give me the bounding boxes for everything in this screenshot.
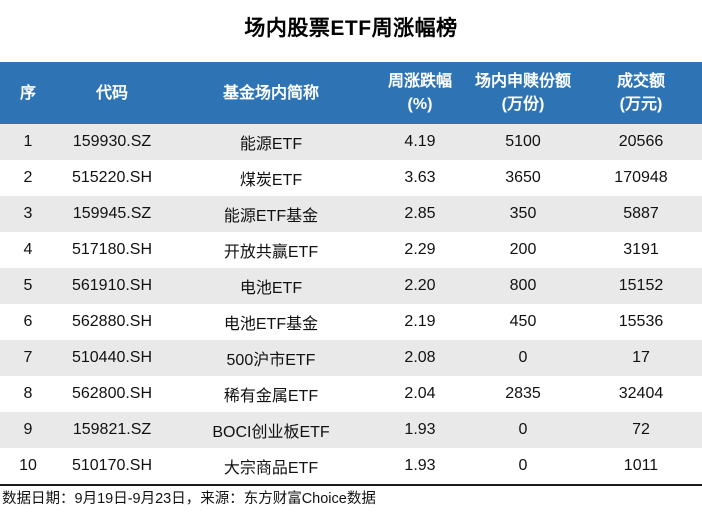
subscription-shares-cell: 5100 [505, 133, 541, 150]
col-header-subscription-shares: 场内申赎份额 (万份) [466, 62, 580, 124]
subscription-shares-cell: 0 [518, 421, 528, 438]
col-header-code: 代码 [56, 62, 168, 124]
subscription-shares-cell: 450 [509, 313, 537, 330]
weekly-change-cell: 4.19 [404, 133, 436, 150]
table-body: 1 159930.SZ 能源ETF 4.19 5100 20566 2 515220.SH 煤炭… [0, 124, 702, 484]
fund-name-cell: 稀有金属ETF [223, 388, 319, 405]
code-cell: 159821.SZ [72, 421, 152, 438]
weekly-change-cell: 3.63 [404, 169, 436, 186]
turnover-cell: 1011 [623, 457, 659, 474]
col-header-weekly-change-line2: (%) [407, 96, 433, 113]
subscription-shares-cell: 350 [509, 205, 537, 222]
fund-name-cell: 煤炭ETF [239, 172, 303, 189]
table-row: 8 562800.SH 稀有金属ETF 2.04 2835 32404 [0, 376, 702, 412]
col-header-turnover: 成交额 (万元) [580, 62, 702, 124]
turnover-cell: 5887 [623, 205, 659, 222]
code-cell: 159945.SZ [72, 205, 152, 222]
subscription-shares-cell: 800 [509, 277, 537, 294]
weekly-change-cell: 2.20 [404, 277, 436, 294]
turnover-cell: 15152 [618, 277, 664, 294]
weekly-change-cell: 1.93 [404, 421, 436, 438]
fund-name-cell: 500沪市ETF [226, 352, 316, 369]
etf-ranking-table: 序 代码 基金场内简称 周涨跌幅 (%) 场内申赎份额 (万份) [0, 62, 702, 484]
table-row: 1 159930.SZ 能源ETF 4.19 5100 20566 [0, 124, 702, 160]
table-row: 5 561910.SH 电池ETF 2.20 800 15152 [0, 268, 702, 304]
rank-cell: 7 [23, 349, 33, 366]
fund-name-cell: 能源ETF [239, 136, 303, 153]
col-header-fund-name-line1: 基金场内简称 [222, 84, 319, 102]
subscription-shares-cell: 3650 [505, 169, 541, 186]
table-row: 4 517180.SH 开放共赢ETF 2.29 200 3191 [0, 232, 702, 268]
code-cell: 510170.SH [71, 457, 153, 474]
weekly-change-cell: 1.93 [404, 457, 436, 474]
fund-name-cell: 电池ETF [239, 280, 303, 297]
col-header-turnover-line2: (万元) [619, 96, 663, 113]
weekly-change-cell: 2.85 [404, 205, 436, 222]
turnover-cell: 72 [632, 421, 650, 438]
turnover-cell: 3191 [623, 241, 659, 258]
turnover-cell: 17 [632, 349, 650, 366]
weekly-change-cell: 2.08 [404, 349, 436, 366]
col-header-subscription-shares-line1: 场内申赎份额 [474, 73, 571, 90]
col-header-rank: 序 [0, 62, 56, 124]
fund-name-cell: 能源ETF基金 [223, 208, 319, 225]
fund-name-cell: 电池ETF基金 [223, 316, 319, 333]
turnover-cell: 32404 [618, 385, 664, 402]
code-cell: 517180.SH [71, 241, 153, 258]
col-header-code-line1: 代码 [95, 84, 128, 102]
col-header-subscription-shares-line2: (万份) [501, 96, 545, 113]
col-header-fund-name: 基金场内简称 [168, 62, 374, 124]
rank-cell: 6 [23, 313, 33, 330]
code-cell: 562800.SH [71, 385, 153, 402]
table-row: 3 159945.SZ 能源ETF基金 2.85 350 5887 [0, 196, 702, 232]
table-row: 10 510170.SH 大宗商品ETF 1.93 0 1011 [0, 448, 702, 484]
table-row: 9 159821.SZ BOCI创业板ETF 1.93 0 72 [0, 412, 702, 448]
turnover-cell: 15536 [618, 313, 664, 330]
chart-title: 场内股票ETF周涨幅榜 [244, 17, 458, 40]
rank-cell: 3 [23, 205, 33, 222]
fund-name-cell: 开放共赢ETF [223, 244, 319, 261]
rank-cell: 1 [23, 133, 33, 150]
weekly-change-cell: 2.29 [404, 241, 436, 258]
subscription-shares-cell: 200 [509, 241, 537, 258]
rank-cell: 4 [23, 241, 33, 258]
turnover-cell: 170948 [614, 169, 668, 186]
table-row: 6 562880.SH 电池ETF基金 2.19 450 15536 [0, 304, 702, 340]
code-cell: 561910.SH [71, 277, 153, 294]
weekly-change-cell: 2.04 [404, 385, 436, 402]
rank-cell: 2 [23, 169, 33, 186]
source-note: 数据日期：9月19日-9月23日，来源：东方财富Choice数据 [0, 484, 702, 509]
code-cell: 515220.SH [71, 169, 153, 186]
subscription-shares-cell: 0 [518, 349, 528, 366]
col-header-weekly-change-line1: 周涨跌幅 [387, 73, 452, 90]
turnover-cell: 20566 [618, 133, 664, 150]
table-row: 2 515220.SH 煤炭ETF 3.63 3650 170948 [0, 160, 702, 196]
col-header-turnover-line1: 成交额 [616, 73, 665, 90]
code-cell: 159930.SZ [72, 133, 152, 150]
header-row: 序 代码 基金场内简称 周涨跌幅 (%) 场内申赎份额 (万份) [0, 62, 702, 124]
fund-name-cell: 大宗商品ETF [223, 460, 319, 477]
col-header-rank-line1: 序 [19, 84, 36, 102]
table-row: 7 510440.SH 500沪市ETF 2.08 0 17 [0, 340, 702, 376]
rank-cell: 5 [23, 277, 33, 294]
rank-cell: 8 [23, 385, 33, 402]
subscription-shares-cell: 2835 [505, 385, 541, 402]
subscription-shares-cell: 0 [518, 457, 528, 474]
table-header: 序 代码 基金场内简称 周涨跌幅 (%) 场内申赎份额 (万份) [0, 62, 702, 124]
code-cell: 562880.SH [71, 313, 153, 330]
fund-name-cell: BOCI创业板ETF [212, 424, 330, 441]
rank-cell: 9 [23, 421, 33, 438]
weekly-change-cell: 2.19 [404, 313, 436, 330]
rank-cell: 10 [19, 457, 37, 474]
col-header-weekly-change: 周涨跌幅 (%) [374, 62, 466, 124]
code-cell: 510440.SH [71, 349, 153, 366]
